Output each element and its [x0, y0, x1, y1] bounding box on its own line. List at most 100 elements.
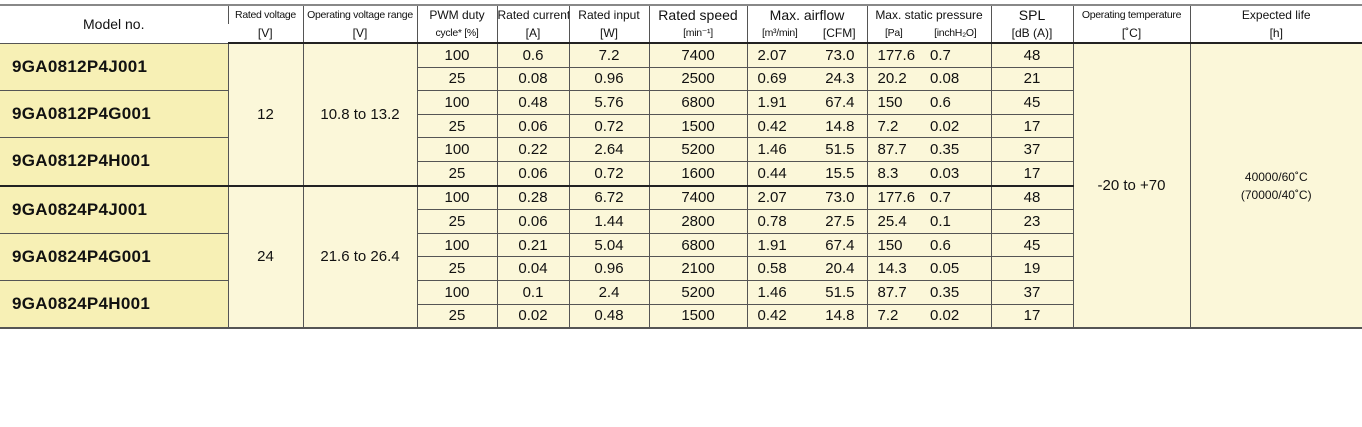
rated-current: 0.48 [497, 91, 569, 115]
rated-input: 0.96 [569, 257, 649, 281]
spl: 45 [991, 233, 1073, 257]
spl: 17 [991, 161, 1073, 185]
airflow-cfm: 67.4 [812, 233, 867, 257]
operating-voltage-range: 10.8 to 13.2 [303, 43, 417, 186]
rated-current: 0.04 [497, 257, 569, 281]
airflow-cfm: 51.5 [812, 138, 867, 162]
spl: 48 [991, 43, 1073, 67]
header-model: Model no. [0, 5, 228, 43]
airflow-cfm: 51.5 [812, 280, 867, 304]
header-temp: Operating temperature [1073, 5, 1190, 24]
rated-current: 0.06 [497, 161, 569, 185]
airflow-cfm: 14.8 [812, 114, 867, 138]
pressure-pa: 20.2 [867, 67, 920, 91]
header-life: Expected life [1190, 5, 1362, 24]
pressure-inch: 0.6 [920, 91, 991, 115]
pressure-inch: 0.7 [920, 186, 991, 210]
spl: 17 [991, 114, 1073, 138]
operating-voltage-range: 21.6 to 26.4 [303, 186, 417, 329]
model-number: 9GA0824P4H001 [0, 280, 228, 328]
airflow-cfm: 20.4 [812, 257, 867, 281]
pressure-inch: 0.35 [920, 280, 991, 304]
pwm-duty: 25 [417, 114, 497, 138]
pwm-duty: 25 [417, 304, 497, 328]
unit-spl: [dB (A)] [991, 24, 1073, 43]
pwm-duty: 100 [417, 138, 497, 162]
header-rated-voltage: Rated voltage [228, 5, 303, 24]
expected-life: 40000/60˚C(70000/40˚C) [1190, 43, 1362, 328]
rated-speed: 1500 [649, 304, 747, 328]
airflow-m3: 0.42 [747, 114, 812, 138]
airflow-cfm: 73.0 [812, 186, 867, 210]
unit-current: [A] [497, 24, 569, 43]
rated-input: 5.04 [569, 233, 649, 257]
rated-input: 6.72 [569, 186, 649, 210]
model-number: 9GA0824P4J001 [0, 186, 228, 234]
unit-pressure-pa: [Pa] [867, 24, 920, 43]
rated-speed: 7400 [649, 186, 747, 210]
spl: 37 [991, 138, 1073, 162]
unit-speed: [min⁻¹] [649, 24, 747, 43]
rated-current: 0.08 [497, 67, 569, 91]
fan-spec-table: Model no. Rated voltage Operating voltag… [0, 4, 1362, 329]
model-number: 9GA0812P4H001 [0, 138, 228, 186]
airflow-m3: 0.44 [747, 161, 812, 185]
rated-current: 0.28 [497, 186, 569, 210]
unit-rated-voltage: [V] [228, 24, 303, 43]
pressure-pa: 177.6 [867, 43, 920, 67]
unit-input: [W] [569, 24, 649, 43]
rated-speed: 2100 [649, 257, 747, 281]
unit-life: [h] [1190, 24, 1362, 43]
pwm-duty: 25 [417, 257, 497, 281]
pressure-pa: 7.2 [867, 304, 920, 328]
spl: 45 [991, 91, 1073, 115]
pressure-inch: 0.35 [920, 138, 991, 162]
pressure-pa: 150 [867, 233, 920, 257]
pressure-inch: 0.03 [920, 161, 991, 185]
spl: 17 [991, 304, 1073, 328]
pwm-duty: 100 [417, 186, 497, 210]
header-input: Rated input [569, 5, 649, 24]
expected-life-secondary: (70000/40˚C) [1191, 186, 1362, 204]
rated-speed: 1600 [649, 161, 747, 185]
rated-speed: 2800 [649, 210, 747, 234]
airflow-cfm: 14.8 [812, 304, 867, 328]
pressure-pa: 150 [867, 91, 920, 115]
header-airflow: Max. airflow [747, 5, 867, 24]
pwm-duty: 100 [417, 280, 497, 304]
header-pwm: PWM duty [417, 5, 497, 24]
rated-speed: 2500 [649, 67, 747, 91]
airflow-cfm: 73.0 [812, 43, 867, 67]
header-current: Rated current [497, 5, 569, 24]
rated-input: 2.64 [569, 138, 649, 162]
airflow-cfm: 27.5 [812, 210, 867, 234]
rated-voltage: 12 [228, 43, 303, 186]
spl: 37 [991, 280, 1073, 304]
pressure-pa: 87.7 [867, 280, 920, 304]
pressure-pa: 14.3 [867, 257, 920, 281]
pwm-duty: 25 [417, 67, 497, 91]
rated-speed: 6800 [649, 91, 747, 115]
unit-airflow-m3: [m³/min] [747, 24, 812, 43]
rated-input: 2.4 [569, 280, 649, 304]
rated-input: 5.76 [569, 91, 649, 115]
rated-current: 0.6 [497, 43, 569, 67]
airflow-cfm: 24.3 [812, 67, 867, 91]
airflow-m3: 2.07 [747, 186, 812, 210]
rated-speed: 5200 [649, 138, 747, 162]
unit-temp: [˚C] [1073, 24, 1190, 43]
expected-life-primary: 40000/60˚C [1191, 168, 1362, 186]
airflow-cfm: 15.5 [812, 161, 867, 185]
pwm-duty: 25 [417, 210, 497, 234]
rated-input: 0.72 [569, 161, 649, 185]
pressure-inch: 0.02 [920, 304, 991, 328]
pwm-duty: 100 [417, 43, 497, 67]
airflow-m3: 0.58 [747, 257, 812, 281]
rated-input: 0.72 [569, 114, 649, 138]
airflow-m3: 2.07 [747, 43, 812, 67]
rated-speed: 7400 [649, 43, 747, 67]
rated-voltage: 24 [228, 186, 303, 329]
header-speed: Rated speed [649, 5, 747, 24]
header-operating-voltage: Operating voltage range [303, 5, 417, 24]
airflow-m3: 1.46 [747, 280, 812, 304]
